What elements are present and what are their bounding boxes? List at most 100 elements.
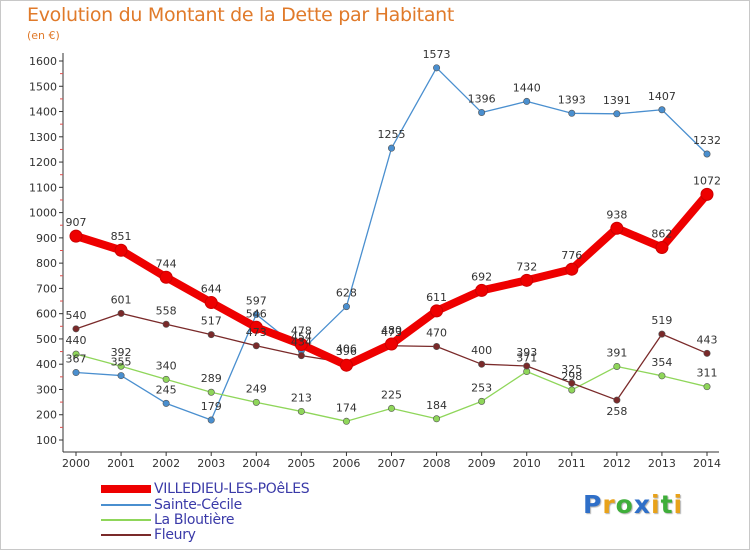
data-point-sainte-cecile xyxy=(387,144,395,152)
data-label-villedieu-les-poeles: 938 xyxy=(606,208,627,221)
data-point-fleury xyxy=(703,349,711,357)
data-point-la-bloutiere xyxy=(703,383,711,391)
legend-swatch-sainte-cecile xyxy=(101,504,151,506)
data-point-fleury xyxy=(297,352,305,360)
data-point-sainte-cecile xyxy=(523,97,531,105)
data-label-la-bloutiere: 174 xyxy=(336,401,357,414)
data-point-fleury xyxy=(72,325,80,333)
data-label-la-bloutiere: 371 xyxy=(516,352,537,365)
data-point-sainte-cecile xyxy=(72,369,80,377)
data-label-fleury: 443 xyxy=(697,333,718,346)
data-label-fleury: 400 xyxy=(471,344,492,357)
data-label-la-bloutiere: 392 xyxy=(111,346,132,359)
data-label-fleury: 406 xyxy=(336,343,357,356)
data-label-la-bloutiere: 253 xyxy=(471,381,492,394)
data-label-sainte-cecile: 454 xyxy=(291,331,312,344)
data-label-fleury: 473 xyxy=(246,326,267,339)
legend-swatch-fleury xyxy=(101,534,151,536)
data-label-sainte-cecile: 1396 xyxy=(468,93,496,106)
y-tick-label: 1600 xyxy=(29,55,57,68)
legend-label-fleury: Fleury xyxy=(154,527,196,543)
data-point-villedieu-les-poeles xyxy=(610,221,624,235)
data-point-sainte-cecile xyxy=(568,109,576,117)
data-label-villedieu-les-poeles: 732 xyxy=(516,260,537,273)
data-point-sainte-cecile xyxy=(207,416,215,424)
data-label-sainte-cecile: 1407 xyxy=(648,90,676,103)
x-tick-label: 2009 xyxy=(468,457,496,470)
y-tick-label: 500 xyxy=(36,333,57,346)
logo-letter: i xyxy=(651,490,661,519)
data-label-fleury: 601 xyxy=(111,293,132,306)
y-tick-label: 700 xyxy=(36,282,57,295)
x-tick-label: 2012 xyxy=(603,457,631,470)
data-label-villedieu-les-poeles: 851 xyxy=(111,230,132,243)
data-label-la-bloutiere: 440 xyxy=(66,334,87,347)
data-label-sainte-cecile: 597 xyxy=(246,294,267,307)
data-label-villedieu-les-poeles: 611 xyxy=(426,291,447,304)
legend-swatch-la-bloutiere xyxy=(101,519,151,521)
data-point-villedieu-les-poeles xyxy=(159,270,173,284)
data-point-villedieu-les-poeles xyxy=(249,320,263,334)
data-point-villedieu-les-poeles xyxy=(294,337,308,351)
data-point-fleury xyxy=(252,342,260,350)
data-label-la-bloutiere: 249 xyxy=(246,382,267,395)
data-point-villedieu-les-poeles xyxy=(430,304,444,318)
data-point-la-bloutiere xyxy=(252,398,260,406)
data-label-la-bloutiere: 391 xyxy=(606,346,627,359)
data-label-villedieu-les-poeles: 396 xyxy=(336,345,357,358)
x-tick-label: 2013 xyxy=(648,457,676,470)
y-tick-label: 1500 xyxy=(29,80,57,93)
data-point-villedieu-les-poeles xyxy=(565,262,579,276)
data-label-villedieu-les-poeles: 644 xyxy=(201,283,222,296)
data-point-la-bloutiere xyxy=(342,417,350,425)
data-point-fleury xyxy=(658,330,666,338)
data-point-la-bloutiere xyxy=(297,407,305,415)
data-point-villedieu-les-poeles xyxy=(655,240,669,254)
logo-letter: i xyxy=(673,490,684,519)
data-label-sainte-cecile: 1573 xyxy=(423,48,451,61)
data-label-la-bloutiere: 213 xyxy=(291,391,312,404)
data-point-la-bloutiere xyxy=(613,362,621,370)
y-tick-label: 1000 xyxy=(29,207,57,220)
data-label-fleury: 393 xyxy=(516,346,537,359)
data-label-fleury: 540 xyxy=(66,309,87,322)
data-point-sainte-cecile xyxy=(162,399,170,407)
y-tick-label: 1100 xyxy=(29,181,57,194)
data-point-la-bloutiere xyxy=(478,397,486,405)
data-point-villedieu-les-poeles xyxy=(520,273,534,287)
x-tick-label: 2010 xyxy=(513,457,541,470)
data-label-la-bloutiere: 184 xyxy=(426,399,447,412)
data-label-villedieu-les-poeles: 776 xyxy=(561,249,582,262)
data-label-fleury: 434 xyxy=(291,336,312,349)
x-tick-label: 2006 xyxy=(332,457,360,470)
data-label-fleury: 517 xyxy=(201,315,222,328)
chart-axes: 100 200 300 400 500 600 700 800 900 1000 1100 1200 1… xyxy=(29,53,721,470)
data-point-la-bloutiere xyxy=(387,404,395,412)
data-label-fleury: 470 xyxy=(426,327,447,340)
data-point-sainte-cecile xyxy=(478,109,486,117)
x-tick-label: 2004 xyxy=(242,457,270,470)
data-label-fleury: 473 xyxy=(381,326,402,339)
data-label-sainte-cecile: 1232 xyxy=(693,134,721,147)
y-tick-label: 600 xyxy=(36,308,57,321)
data-label-sainte-cecile: 245 xyxy=(156,383,177,396)
data-label-sainte-cecile: 179 xyxy=(201,400,222,413)
x-tick-label: 2005 xyxy=(287,457,315,470)
data-point-la-bloutiere xyxy=(568,386,576,394)
data-point-fleury xyxy=(117,309,125,317)
x-tick-label: 2002 xyxy=(152,457,180,470)
y-tick-label: 200 xyxy=(36,409,57,422)
x-tick-label: 2001 xyxy=(107,457,135,470)
legend-label-sainte-cecile: Sainte-Cécile xyxy=(154,497,242,513)
x-tick-label: 2014 xyxy=(693,457,721,470)
data-point-fleury xyxy=(478,360,486,368)
y-tick-label: 1400 xyxy=(29,106,57,119)
data-label-la-bloutiere: 289 xyxy=(201,372,222,385)
data-label-sainte-cecile: 628 xyxy=(336,287,357,300)
data-point-sainte-cecile xyxy=(117,372,125,380)
data-label-sainte-cecile: 1391 xyxy=(603,94,631,107)
data-point-villedieu-les-poeles xyxy=(204,296,218,310)
data-point-fleury xyxy=(523,362,531,370)
y-tick-label: 1300 xyxy=(29,131,57,144)
